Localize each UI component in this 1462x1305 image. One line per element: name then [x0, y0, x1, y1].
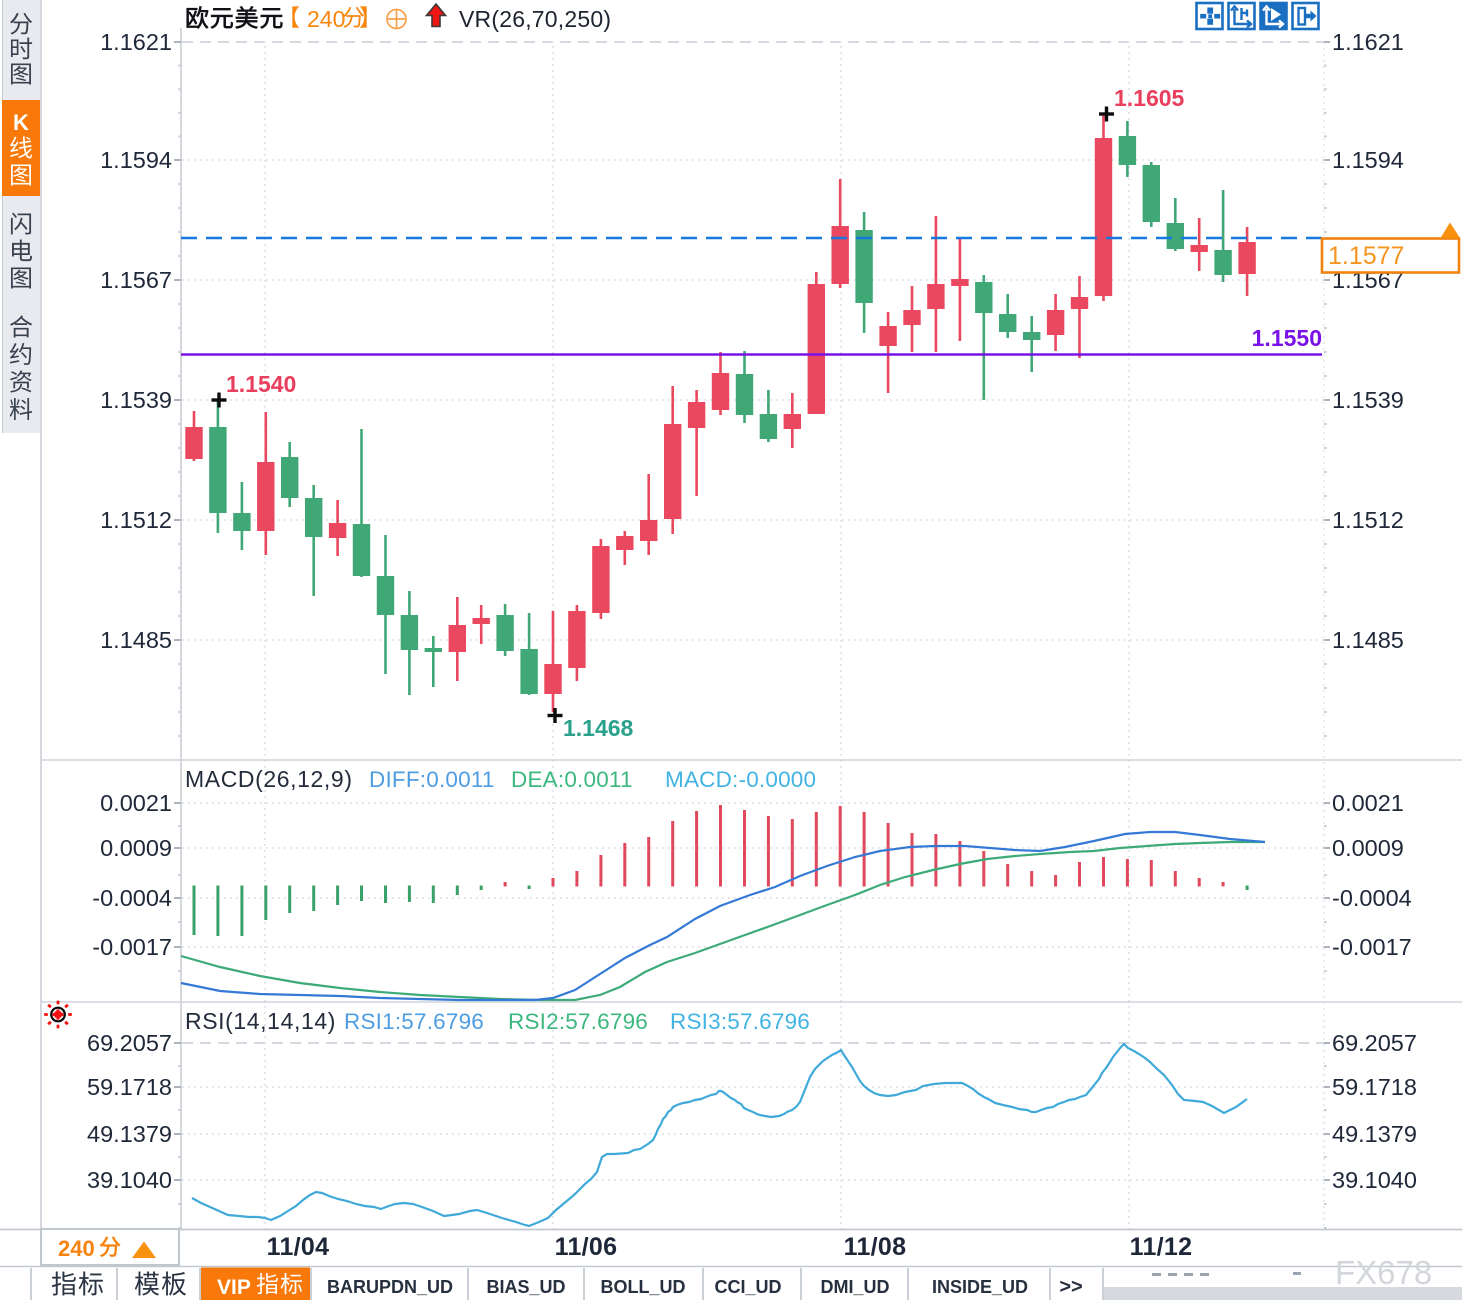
svg-text:-0.0004: -0.0004	[92, 885, 172, 911]
svg-text:11/12: 11/12	[1130, 1233, 1193, 1261]
svg-text:1.1540: 1.1540	[226, 371, 296, 397]
svg-text:240: 240	[58, 1236, 95, 1261]
svg-text:0.0009: 0.0009	[100, 835, 172, 861]
svg-text:11/04: 11/04	[267, 1233, 330, 1261]
svg-text:-0.0017: -0.0017	[1332, 934, 1412, 960]
svg-text:VR(26,70,250): VR(26,70,250)	[459, 6, 611, 32]
svg-text:INSIDE_UD: INSIDE_UD	[932, 1277, 1028, 1297]
svg-text:-0.0017: -0.0017	[92, 934, 172, 960]
svg-text:1.1621: 1.1621	[100, 29, 172, 55]
svg-text:0.0021: 0.0021	[1332, 790, 1404, 816]
svg-text:1.1594: 1.1594	[100, 147, 172, 173]
svg-text:0.0021: 0.0021	[100, 790, 172, 816]
svg-text:-0.0004: -0.0004	[1332, 885, 1412, 911]
svg-text:DEA:0.0011: DEA:0.0011	[511, 767, 633, 792]
svg-text:BIAS_UD: BIAS_UD	[486, 1277, 565, 1297]
svg-text:11/08: 11/08	[844, 1233, 907, 1261]
svg-text:39.1040: 39.1040	[1332, 1167, 1417, 1193]
svg-text:69.2057: 69.2057	[1332, 1030, 1417, 1056]
svg-text:MACD:-0.0000: MACD:-0.0000	[665, 767, 816, 792]
svg-text:1.1485: 1.1485	[100, 627, 172, 653]
svg-text:1.1539: 1.1539	[1332, 387, 1404, 413]
svg-text:RSI(14,14,14): RSI(14,14,14)	[185, 1008, 336, 1034]
svg-text:69.2057: 69.2057	[87, 1030, 172, 1056]
svg-text:VIP: VIP	[217, 1276, 251, 1299]
svg-text:1.1567: 1.1567	[100, 267, 172, 293]
svg-text:1.1594: 1.1594	[1332, 147, 1404, 173]
svg-text:RSI1:57.6796: RSI1:57.6796	[344, 1009, 484, 1034]
svg-text:1.1485: 1.1485	[1332, 627, 1404, 653]
svg-text:240: 240	[307, 6, 345, 32]
svg-text:1.1468: 1.1468	[563, 715, 634, 741]
svg-text:1.1577: 1.1577	[1328, 242, 1404, 270]
svg-text:49.1379: 49.1379	[1332, 1121, 1417, 1147]
svg-text:DMI_UD: DMI_UD	[820, 1277, 889, 1297]
svg-text:FX678: FX678	[1335, 1254, 1432, 1291]
svg-text:1.1539: 1.1539	[100, 387, 172, 413]
svg-text:1.1550: 1.1550	[1252, 325, 1322, 351]
svg-text:K: K	[13, 110, 29, 135]
svg-text:RSI3:57.6796: RSI3:57.6796	[670, 1009, 810, 1034]
svg-text:DIFF:0.0011: DIFF:0.0011	[369, 767, 495, 792]
svg-text:CCI_UD: CCI_UD	[714, 1277, 781, 1297]
svg-text:>>: >>	[1059, 1276, 1082, 1298]
svg-text:0.0009: 0.0009	[1332, 835, 1404, 861]
svg-text:BOLL_UD: BOLL_UD	[601, 1277, 686, 1297]
svg-text:BARUPDN_UD: BARUPDN_UD	[327, 1277, 453, 1297]
svg-text:1.1512: 1.1512	[100, 507, 172, 533]
svg-text:MACD(26,12,9): MACD(26,12,9)	[185, 766, 353, 792]
svg-text:1.1605: 1.1605	[1114, 85, 1185, 111]
svg-text:39.1040: 39.1040	[87, 1167, 172, 1193]
svg-text:59.1718: 59.1718	[87, 1074, 172, 1100]
svg-text:11/06: 11/06	[555, 1233, 618, 1261]
svg-text:49.1379: 49.1379	[87, 1121, 172, 1147]
svg-text:59.1718: 59.1718	[1332, 1074, 1417, 1100]
svg-text:RSI2:57.6796: RSI2:57.6796	[508, 1009, 648, 1034]
svg-text:1.1621: 1.1621	[1332, 29, 1404, 55]
svg-text:1.1512: 1.1512	[1332, 507, 1404, 533]
